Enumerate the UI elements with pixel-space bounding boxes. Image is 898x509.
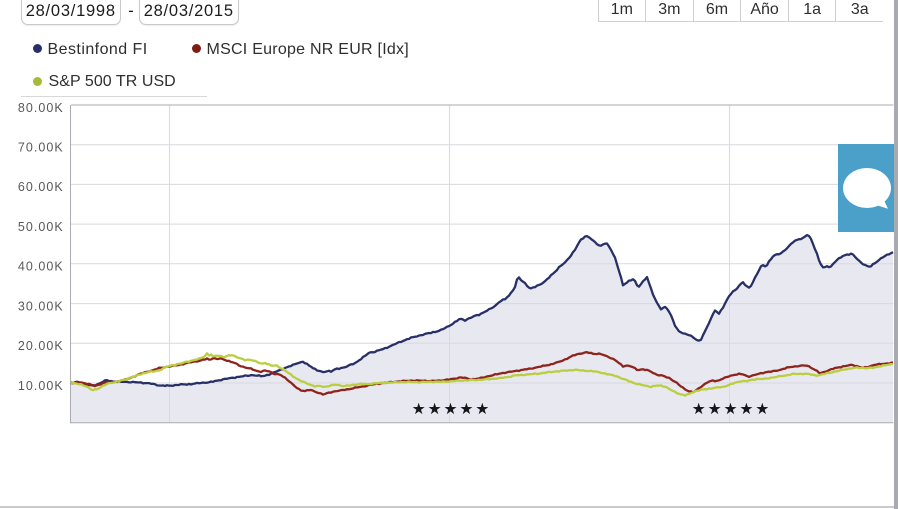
svg-text:60.00K: 60.00K: [18, 180, 64, 194]
svg-text:80.00K: 80.00K: [18, 101, 64, 115]
svg-text:40.00K: 40.00K: [18, 260, 64, 274]
svg-text:70.00K: 70.00K: [18, 141, 64, 155]
svg-text:20.00K: 20.00K: [18, 339, 64, 353]
svg-text:10.00K: 10.00K: [18, 379, 64, 393]
svg-text:50.00K: 50.00K: [18, 220, 64, 234]
svg-text:30.00K: 30.00K: [18, 299, 64, 313]
